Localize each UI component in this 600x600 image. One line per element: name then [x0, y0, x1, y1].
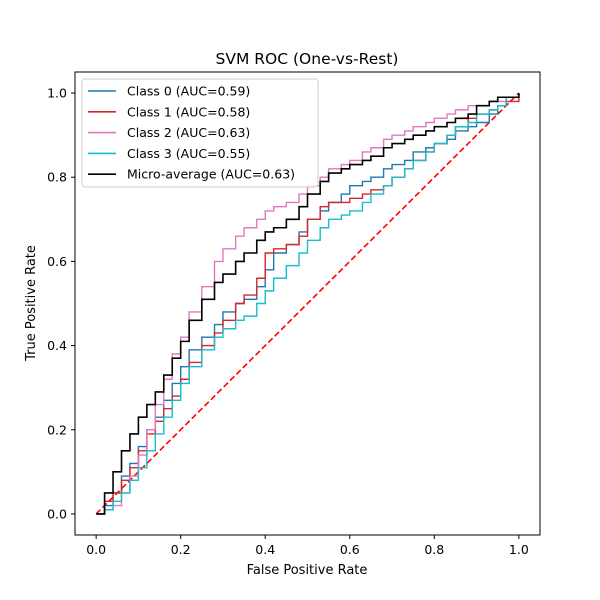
y-axis-label: True Positive Rate — [24, 245, 39, 362]
x-axis-label: False Positive Rate — [247, 563, 368, 578]
roc-curve-2 — [96, 93, 520, 515]
plot-area — [74, 71, 541, 536]
legend-label-2: Class 2 (AUC=0.63) — [127, 125, 250, 140]
x-tick-label: 0.6 — [340, 542, 360, 557]
roc-curve-3 — [96, 93, 520, 515]
legend: Class 0 (AUC=0.59) Class 1 (AUC=0.58) Clas… — [81, 78, 319, 188]
roc-curve-4 — [96, 93, 520, 515]
axes-frame — [74, 71, 541, 536]
chance-line — [95, 92, 520, 515]
legend-label-3: Class 3 (AUC=0.55) — [127, 146, 250, 161]
chart-title: SVM ROC (One-vs-Rest) — [216, 50, 399, 68]
x-axis-ticks: 0.0 0.2 0.4 0.6 0.8 1.0 — [86, 535, 529, 557]
legend-label-1: Class 1 (AUC=0.58) — [127, 104, 250, 119]
y-tick-label: 0.2 — [47, 422, 67, 437]
legend-label-0: Class 0 (AUC=0.59) — [127, 84, 250, 99]
x-tick-label: 0.2 — [171, 542, 191, 557]
x-tick-label: 0.4 — [255, 542, 275, 557]
x-tick-label: 0.8 — [424, 542, 444, 557]
legend-label-4: Micro-average (AUC=0.63) — [127, 167, 295, 182]
y-tick-label: 0.4 — [47, 338, 67, 353]
y-tick-label: 1.0 — [47, 86, 67, 101]
y-axis-ticks: 0.0 0.2 0.4 0.6 0.8 1.0 — [47, 86, 75, 521]
x-tick-label: 0.0 — [86, 542, 106, 557]
x-tick-label: 1.0 — [509, 542, 529, 557]
y-tick-label: 0.8 — [47, 170, 67, 185]
legend-frame — [81, 78, 319, 188]
y-tick-label: 0.0 — [47, 506, 67, 521]
roc-curves — [95, 92, 520, 515]
y-tick-label: 0.6 — [47, 254, 67, 269]
